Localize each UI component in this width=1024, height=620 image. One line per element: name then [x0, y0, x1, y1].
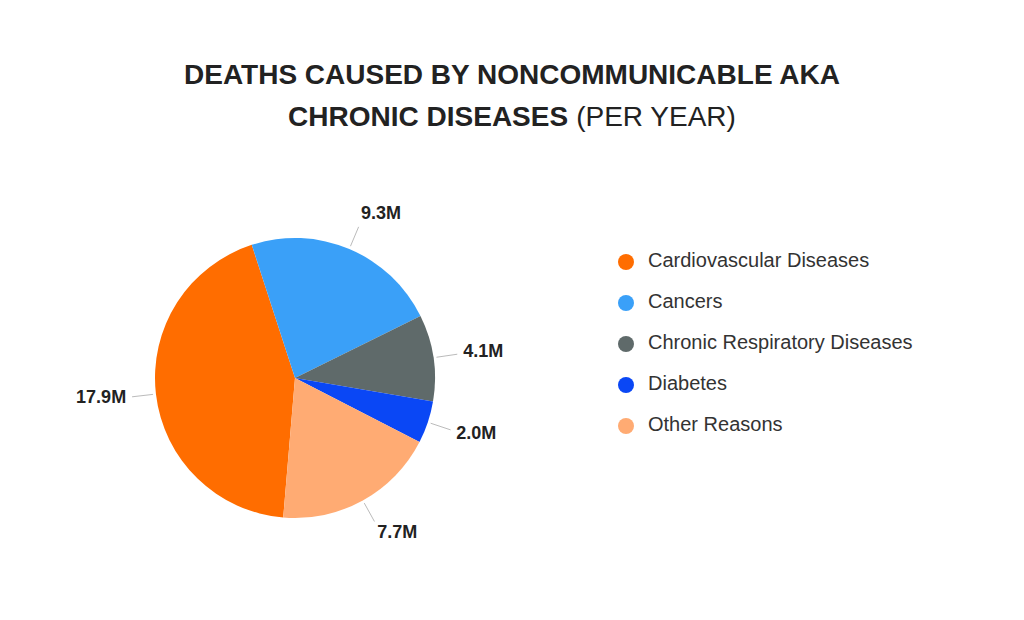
leader-line [436, 354, 457, 357]
legend-swatch [618, 377, 634, 393]
title: DEATHS CAUSED BY NONCOMMUNICABLE AKA [184, 59, 840, 90]
legend-swatch [618, 418, 634, 434]
pie: 17.9M 9.3M 4.1M 2.0M 7.7M [76, 203, 503, 543]
legend-label: Chronic Respiratory Diseases [648, 331, 913, 353]
legend-swatch [618, 336, 634, 352]
data-label: 9.3M [361, 203, 401, 223]
legend: Cardiovascular Diseases Cancers Chronic Re… [618, 249, 913, 435]
legend-label: Diabetes [648, 372, 727, 394]
legend-swatch [618, 295, 634, 311]
data-label: 4.1M [463, 341, 503, 361]
chart: DEATHS CAUSED BY NONCOMMUNICABLE AKA CHRO… [0, 0, 1024, 620]
data-label: 17.9M [76, 387, 126, 407]
leader-line [364, 503, 374, 521]
title-line: CHRONIC DISEASES (PER YEAR) [288, 101, 736, 132]
data-label: 2.0M [456, 423, 496, 443]
legend-swatch [618, 254, 634, 270]
data-label: 7.7M [377, 522, 417, 542]
legend-label: Other Reasons [648, 413, 783, 435]
subtitle: (PER YEAR) [576, 101, 736, 132]
pie-slice [283, 378, 419, 518]
leader-line [132, 394, 153, 396]
leader-line [350, 227, 358, 246]
title: CHRONIC DISEASES [288, 101, 568, 132]
legend-label: Cardiovascular Diseases [648, 249, 869, 271]
legend-label: Cancers [648, 290, 722, 312]
leader-line [431, 423, 451, 430]
